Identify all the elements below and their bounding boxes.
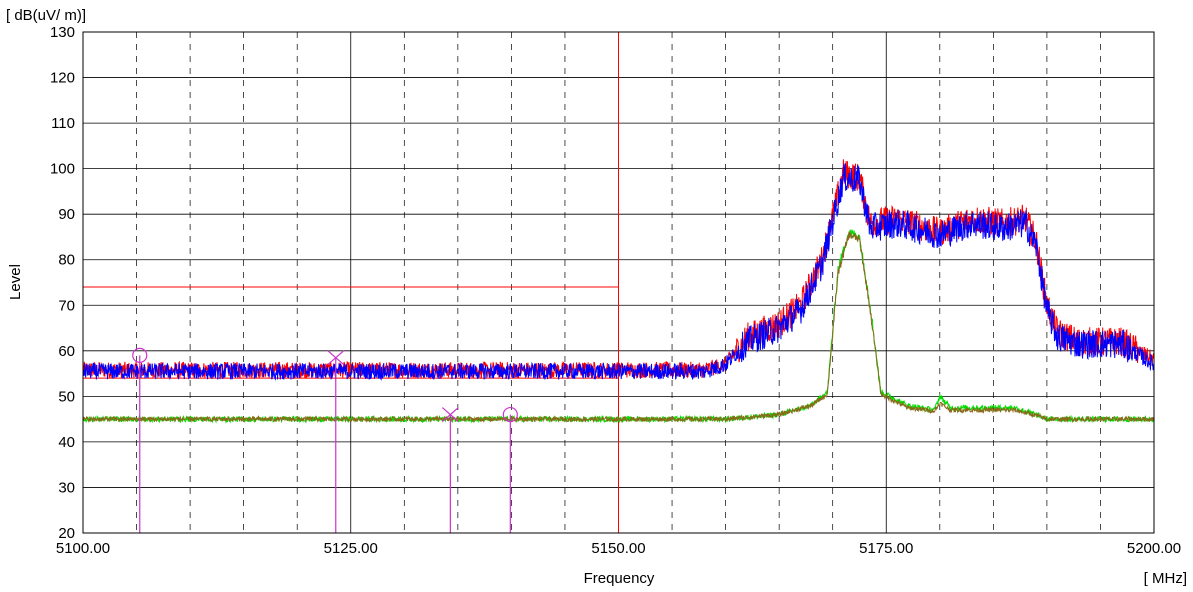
y-tick-label: 40: [58, 434, 75, 451]
marker-circle: [502, 406, 518, 533]
y-tick-label: 80: [58, 252, 75, 269]
y-tick-label: 90: [58, 206, 75, 223]
x-axis-title: Frequency: [584, 570, 655, 587]
y-tick-label: 50: [58, 388, 75, 405]
markers: [132, 347, 518, 533]
y-tick-label: 120: [50, 70, 75, 87]
marker-cross: [441, 407, 459, 533]
y-tick-label: 30: [58, 479, 75, 496]
y-tick-label: 110: [51, 115, 75, 132]
limit-lines: [83, 32, 619, 533]
x-tick-label: 5125.00: [324, 540, 378, 557]
marker-circle: [132, 347, 148, 533]
x-tick-label: 5100.00: [56, 540, 110, 557]
y-tick-label: 100: [50, 161, 75, 178]
y-tick-label: 60: [58, 343, 75, 360]
x-unit-label: [ MHz]: [1144, 570, 1187, 587]
y-tick-label: 130: [50, 24, 75, 41]
trace-series-line: [82, 231, 1155, 424]
y-tick-label: 20: [58, 525, 75, 542]
tick-labels: 20 30 40 50 60 70 80 90 100 110 120 130 5100.00 5125.…: [50, 24, 1181, 557]
x-tick-label: 5175.00: [859, 540, 913, 557]
y-tick-label: 70: [58, 297, 75, 314]
y-unit-label: [ dB(uV/ m)]: [6, 7, 86, 24]
x-tick-label: 5200.00: [1127, 540, 1181, 557]
trace-series: [82, 159, 1155, 424]
plot-frame: [82, 31, 1155, 534]
x-tick-label: 5150.00: [591, 540, 645, 557]
trace-series-line: [82, 163, 1155, 381]
marker-cross: [327, 350, 345, 533]
y-axis-title: Level: [7, 264, 24, 300]
